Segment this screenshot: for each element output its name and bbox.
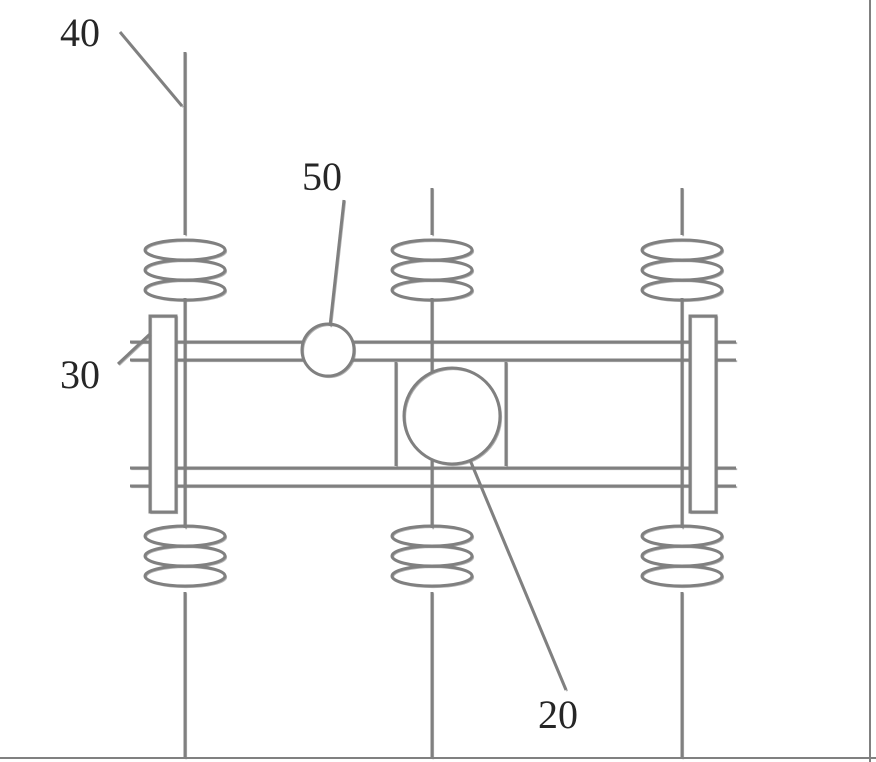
conductor-top-2 xyxy=(682,188,683,236)
frame-rail-3 xyxy=(176,486,691,487)
frame-rail-1 xyxy=(176,360,691,361)
insulator-top-0-1 xyxy=(145,260,226,281)
conductor-bot-0 xyxy=(185,592,186,759)
frame-stub-left-3 xyxy=(130,486,151,487)
center-box-left xyxy=(396,362,397,467)
component-20 xyxy=(404,368,501,465)
insulator-bot-1-2 xyxy=(392,566,473,587)
frame-stub-right-3 xyxy=(716,486,737,487)
conductor-top-1 xyxy=(432,188,433,236)
insulator-bot-1-1 xyxy=(392,546,473,567)
callout-l20-text: 20 xyxy=(538,692,578,737)
callout-l50: 50 xyxy=(302,154,345,327)
insulator-top-2-1 xyxy=(642,260,723,281)
callout-l40-text: 40 xyxy=(60,10,100,55)
component-50 xyxy=(302,324,355,377)
conductor-mid-2 xyxy=(682,298,683,529)
insulator-top-1-0 xyxy=(392,240,473,261)
frame-right-bar xyxy=(690,316,717,513)
insulator-bot-0-2 xyxy=(145,566,226,587)
center-box-right xyxy=(506,362,507,467)
conductor-top-0 xyxy=(185,52,186,236)
frame-rail-0 xyxy=(176,342,691,343)
frame-stub-left-2 xyxy=(130,468,151,469)
frame-left-bar xyxy=(150,316,177,513)
frame-stub-right-2 xyxy=(716,468,737,469)
conductor-mid-0 xyxy=(185,298,186,529)
insulator-bot-2-1 xyxy=(642,546,723,567)
frame-stub-left-1 xyxy=(130,360,151,361)
insulator-bot-0-1 xyxy=(145,546,226,567)
insulator-bot-2-2 xyxy=(642,566,723,587)
frame-stub-right-1 xyxy=(716,360,737,361)
callout-l20: 20 xyxy=(470,460,578,737)
callout-l30-text: 30 xyxy=(60,352,100,397)
insulator-top-1-1 xyxy=(392,260,473,281)
insulator-top-0-0 xyxy=(145,240,226,261)
conductor-bot-1 xyxy=(432,592,433,759)
callout-l50-text: 50 xyxy=(302,154,342,199)
frame-rail-2 xyxy=(176,468,691,469)
insulator-top-2-0 xyxy=(642,240,723,261)
frame-stub-right-0 xyxy=(716,342,737,343)
callout-l40: 40 xyxy=(60,10,183,107)
conductor-bot-2 xyxy=(682,592,683,759)
